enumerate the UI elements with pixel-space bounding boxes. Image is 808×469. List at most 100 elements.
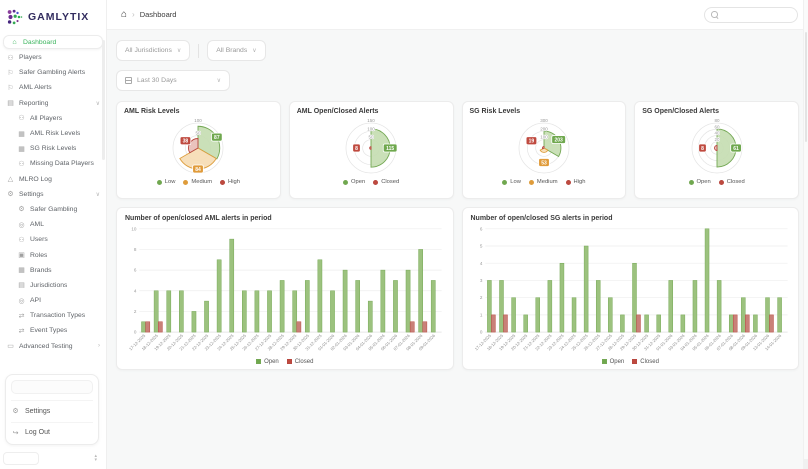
brands-filter[interactable]: All Brands ∨ — [207, 40, 265, 61]
sidebar-item-settings-safer-gambling[interactable]: ⚙ Safer Gambling — [0, 202, 106, 217]
scroll-indicator-icon[interactable]: ▴▾ — [94, 454, 97, 462]
breadcrumb[interactable]: Dashboard — [140, 10, 177, 19]
chart-legend: LowMediumHigh — [124, 179, 273, 185]
legend-item: Closed — [632, 359, 659, 365]
svg-text:38: 38 — [183, 139, 189, 145]
gear-icon: ◎ — [17, 221, 26, 229]
sg-open-closed-card: SG Open/Closed Alerts 80604020618 OpenCl… — [634, 101, 799, 199]
sidebar-footer: ⚙ Settings ↪ Log Out — [5, 374, 99, 445]
legend-swatch — [220, 180, 225, 185]
svg-text:3: 3 — [479, 278, 482, 283]
sg-risk-levels-card: SG Risk Levels 3002001002035319 LowMediu… — [462, 101, 627, 199]
svg-text:50: 50 — [369, 135, 375, 140]
sidebar-item-all-players[interactable]: ⚇ All Players — [0, 111, 106, 126]
sidebar-item-settings-roles[interactable]: ▣ Roles — [0, 247, 106, 262]
aml-risk-levels-card: AML Risk Levels 10050878438 LowMediumHig… — [116, 101, 281, 199]
svg-text:4: 4 — [134, 288, 137, 293]
legend-item: Closed — [719, 179, 745, 185]
sidebar-item-settings-event-types[interactable]: ⇄ Event Types — [0, 323, 106, 338]
search-input[interactable] — [722, 11, 791, 18]
document-icon: ▤ — [17, 281, 26, 289]
sidebar-item-players[interactable]: ⚇ Players — [0, 50, 106, 65]
logo[interactable]: GAMLYTIX — [0, 0, 106, 32]
chart-legend: Open Closed — [471, 359, 791, 365]
sidebar-item-settings-api[interactable]: ◎ API — [0, 293, 106, 308]
legend-swatch — [157, 180, 162, 185]
polar-chart: 150100501158 — [301, 115, 441, 177]
bell-icon: ⚐ — [6, 69, 15, 77]
sidebar-item-advanced-testing[interactable]: ▭ Advanced Testing › — [0, 339, 106, 354]
home-icon[interactable]: ⌂ — [121, 10, 127, 20]
svg-text:61: 61 — [733, 146, 739, 152]
svg-text:203: 203 — [554, 137, 563, 143]
sidebar-collapse-handle[interactable] — [3, 452, 39, 465]
bell-icon: ⚐ — [6, 84, 15, 92]
sidebar-item-settings-transaction-types[interactable]: ⇄ Transaction Types — [0, 308, 106, 323]
sidebar-item-settings-jurisdictions[interactable]: ▤ Jurisdictions — [0, 278, 106, 293]
gear-icon: ⚙ — [17, 205, 26, 213]
legend-swatch — [256, 359, 261, 364]
chart-title: AML Risk Levels — [124, 108, 273, 115]
svg-text:19: 19 — [529, 139, 535, 145]
aml-alerts-bar-card: Number of open/closed AML alerts in peri… — [116, 207, 454, 370]
filter-divider — [198, 44, 199, 58]
search-icon — [711, 11, 718, 18]
legend-swatch — [373, 180, 378, 185]
user-profile-placeholder[interactable] — [11, 380, 93, 394]
legend-item: Medium — [183, 179, 212, 185]
svg-text:40: 40 — [714, 131, 720, 136]
date-filter-row: Last 30 Days ∨ — [116, 70, 799, 91]
svg-text:6: 6 — [134, 268, 137, 273]
search-box[interactable] — [704, 7, 798, 23]
sidebar-item-settings-aml[interactable]: ◎ AML — [0, 217, 106, 232]
sidebar-item-safer-gambling-alerts[interactable]: ⚐ Safer Gambling Alerts — [0, 65, 106, 80]
sidebar-nav: ⌂ Dashboard ⚇ Players ⚐ Safer Gambling A… — [0, 32, 106, 354]
briefcase-icon: ▦ — [17, 266, 26, 274]
sidebar: GAMLYTIX ⌂ Dashboard ⚇ Players ⚐ Safer G… — [0, 0, 107, 469]
sidebar-item-settings[interactable]: ⚙ Settings ∨ — [0, 187, 106, 202]
sidebar-item-settings-brands[interactable]: ▦ Brands — [0, 263, 106, 278]
polar-chart: 3002001002035319 — [474, 115, 614, 177]
sidebar-item-mlro-log[interactable]: △ MLRO Log — [0, 172, 106, 187]
legend-item: Closed — [373, 179, 399, 185]
page-scrollbar[interactable] — [803, 0, 808, 469]
svg-text:1: 1 — [479, 312, 482, 317]
sidebar-item-aml-risk-levels[interactable]: ▦ AML Risk Levels — [0, 126, 106, 141]
date-range-filter[interactable]: Last 30 Days ∨ — [116, 70, 230, 91]
chevron-down-icon: ∨ — [252, 47, 256, 54]
gear-icon: ⚙ — [6, 190, 15, 198]
sidebar-item-reporting[interactable]: ▤ Reporting ∨ — [0, 96, 106, 111]
polar-chart: 80604020618 — [647, 115, 787, 177]
legend-item: Low — [157, 179, 176, 185]
chevron-down-icon: ∨ — [217, 77, 221, 84]
sg-alerts-bar-card: Number of open/closed SG alerts in perio… — [462, 207, 800, 370]
sidebar-item-dashboard[interactable]: ⌂ Dashboard — [3, 35, 103, 49]
chart-legend: LowMediumHigh — [470, 179, 619, 185]
footer-settings-button[interactable]: ⚙ Settings — [11, 400, 93, 417]
breadcrumb-separator: › — [132, 10, 135, 19]
sidebar-item-settings-users[interactable]: ⚇ Users — [0, 232, 106, 247]
sidebar-item-missing-data-players[interactable]: ⚇ Missing Data Players — [0, 156, 106, 171]
legend-swatch — [287, 359, 292, 364]
legend-item: Open — [602, 359, 625, 365]
svg-text:87: 87 — [214, 135, 220, 141]
svg-text:53: 53 — [541, 160, 547, 166]
legend-item: Open — [343, 179, 365, 185]
logout-icon: ↪ — [11, 429, 20, 437]
jurisdictions-filter[interactable]: All Jurisdictions ∨ — [116, 40, 190, 61]
svg-text:60: 60 — [714, 124, 720, 129]
users-icon: ⚇ — [17, 114, 26, 122]
polar-chart: 10050878438 — [128, 115, 268, 177]
sidebar-item-sg-risk-levels[interactable]: ▦ SG Risk Levels — [0, 141, 106, 156]
monitor-icon: ▭ — [6, 342, 15, 350]
chart-title: Number of open/closed AML alerts in peri… — [125, 215, 445, 222]
logout-button[interactable]: ↪ Log Out — [11, 422, 93, 439]
svg-text:8: 8 — [134, 247, 137, 252]
svg-text:0: 0 — [479, 330, 482, 335]
sidebar-item-aml-alerts[interactable]: ⚐ AML Alerts — [0, 80, 106, 95]
sidebar-scrollbar[interactable] — [102, 40, 105, 160]
svg-text:80: 80 — [714, 118, 720, 123]
svg-text:8: 8 — [355, 146, 358, 152]
svg-text:300: 300 — [540, 118, 548, 123]
chart-title: Number of open/closed SG alerts in perio… — [471, 215, 791, 222]
